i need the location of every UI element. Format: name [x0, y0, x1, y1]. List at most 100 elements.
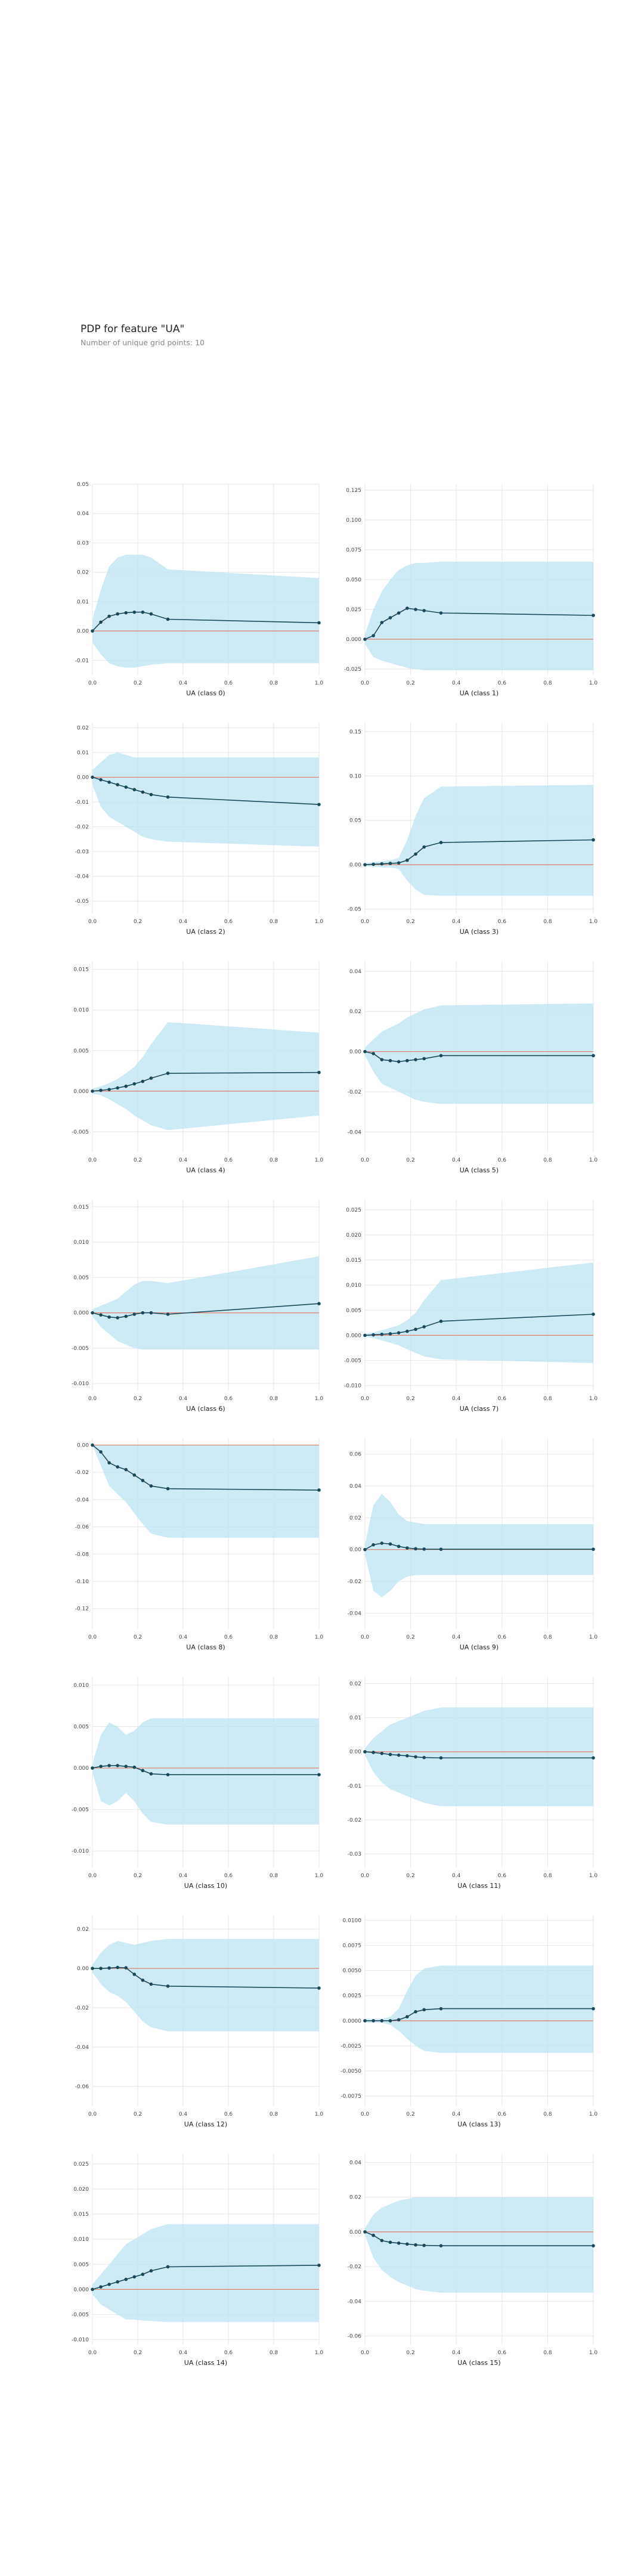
y-tick-label: 0.02	[349, 1515, 361, 1521]
pdp-point	[405, 1754, 409, 1758]
y-tick-label: 0.04	[349, 1484, 361, 1490]
pdp-point	[380, 2019, 384, 2023]
x-axis-label: UA (class 10)	[184, 1882, 227, 1890]
y-tick-label: -0.04	[348, 1611, 362, 1617]
pdp-point	[388, 862, 392, 865]
pdp-point	[116, 2280, 119, 2284]
pdp-point	[132, 1973, 137, 1976]
y-tick-label: -0.05	[75, 899, 89, 905]
pdp-point	[388, 1753, 392, 1757]
pdp-point	[91, 629, 94, 633]
confidence-band	[365, 2197, 593, 2293]
x-axis-label: UA (class 4)	[186, 1166, 225, 1174]
pdp-point	[141, 1979, 145, 1982]
pdp-point	[107, 1315, 111, 1319]
y-tick-label: 0.00	[349, 1547, 361, 1553]
x-tick-label: 0.6	[498, 680, 507, 686]
pdp-point	[363, 2230, 367, 2234]
y-tick-label: 0.15	[349, 729, 361, 735]
x-tick-label: 0.2	[134, 1396, 142, 1402]
pdp-point	[380, 1332, 384, 1336]
y-tick-label: -0.10	[75, 1579, 89, 1585]
x-tick-label: 0.6	[498, 1396, 507, 1402]
pdp-point	[371, 1543, 375, 1547]
x-tick-label: 0.6	[498, 1873, 507, 1879]
pdp-point	[592, 1547, 595, 1551]
pdp-point	[380, 862, 384, 866]
y-tick-label: 0.020	[73, 2187, 89, 2193]
pdp-point	[439, 611, 443, 615]
confidence-band	[365, 1494, 593, 1597]
pdp-point	[380, 1751, 384, 1755]
figure-subtitle: Number of unique grid points: 10	[80, 338, 205, 347]
pdp-subplot-3: -0.05 0.00 0.05 0.10 0.15 0.0 0.2 0.4 0.6 0.8 1.0 U…	[348, 723, 597, 936]
y-tick-label: 0.04	[77, 511, 89, 517]
x-tick-label: 0.8	[543, 2350, 552, 2356]
y-tick-label: 0.015	[73, 1205, 89, 1210]
pdp-point	[132, 1312, 137, 1316]
y-tick-label: 0.025	[346, 1208, 361, 1213]
y-tick-label: 0.02	[349, 1009, 361, 1015]
x-tick-label: 0.0	[88, 1634, 97, 1640]
pdp-subplot-12: -0.06 -0.04 -0.02 0.00 0.02 0.0 0.2 0.4 0.6 0.8 1.…	[75, 1915, 323, 2128]
x-tick-label: 0.4	[452, 680, 461, 686]
y-tick-label: -0.010	[344, 1383, 361, 1389]
pdp-point	[317, 803, 321, 806]
pdp-point	[116, 1965, 119, 1970]
pdp-point	[166, 1984, 170, 1988]
y-tick-label: -0.04	[75, 874, 89, 880]
x-tick-label: 0.6	[224, 919, 233, 925]
x-tick-label: 0.8	[543, 1396, 552, 1402]
pdp-subplot-10: -0.010 -0.005 0.000 0.005 0.010 0.0 0.2 0.4 0.6 0…	[72, 1677, 323, 1890]
confidence-band	[365, 562, 593, 670]
pdp-subplot-13: -0.0075 -0.0050 -0.0025 0.0000 0.0025 0.0050 0…	[340, 1915, 597, 2128]
y-tick-label: 0.000	[346, 637, 361, 643]
x-tick-label: 0.8	[270, 1396, 278, 1402]
x-tick-label: 0.0	[88, 1396, 97, 1402]
pdp-line	[92, 1967, 320, 1989]
y-tick-label: -0.02	[75, 825, 89, 831]
x-tick-label: 0.2	[406, 1157, 414, 1163]
y-tick-label: 0.00	[77, 628, 89, 634]
pdp-point	[422, 609, 426, 612]
x-tick-label: 0.4	[452, 2111, 461, 2117]
x-tick-label: 1.0	[315, 1873, 324, 1879]
x-tick-label: 0.2	[134, 680, 142, 686]
x-tick-label: 0.4	[452, 919, 461, 925]
y-tick-label: 0.01	[349, 1716, 361, 1722]
x-tick-label: 0.8	[543, 680, 552, 686]
x-tick-label: 1.0	[315, 680, 324, 686]
x-tick-label: 0.0	[88, 1873, 97, 1879]
confidence-band	[92, 1718, 319, 1825]
pdp-point	[124, 1966, 128, 1970]
x-axis-label: UA (class 0)	[186, 689, 225, 697]
pdp-point	[124, 785, 128, 789]
confidence-band	[92, 2224, 319, 2323]
y-tick-label: -0.02	[75, 1470, 89, 1476]
x-axis-label: UA (class 6)	[186, 1405, 225, 1413]
x-tick-label: 0.8	[543, 1873, 552, 1879]
x-tick-label: 0.0	[361, 1634, 370, 1640]
x-tick-label: 0.0	[361, 1873, 370, 1879]
pdp-subplot-4: -0.005 0.000 0.005 0.010 0.015 0.0 0.2 0.4 0.6 0.…	[72, 961, 323, 1174]
x-tick-label: 0.6	[224, 680, 233, 686]
pdp-point	[124, 1314, 128, 1318]
y-tick-label: -0.12	[75, 1606, 89, 1612]
pdp-point	[132, 610, 137, 614]
x-tick-label: 0.4	[179, 680, 188, 686]
x-tick-label: 0.0	[88, 680, 97, 686]
y-tick-label: 0.01	[77, 750, 89, 756]
pdp-point	[414, 608, 417, 611]
pdp-point	[388, 1058, 392, 1063]
pdp-subplot-0: -0.01 0.00 0.01 0.02 0.03 0.04 0.05 0.0 0.2 0.4 0.…	[75, 482, 324, 697]
pdp-subplot-9: -0.04 -0.02 0.00 0.02 0.04 0.06 0.0 0.2 0.4 0.6 0.…	[348, 1438, 597, 1651]
pdp-point	[388, 2019, 392, 2023]
x-tick-label: 0.2	[406, 2111, 414, 2117]
x-tick-label: 0.2	[134, 2350, 142, 2356]
y-tick-label: -0.005	[72, 1346, 89, 1352]
x-axis-label: UA (class 9)	[460, 1643, 499, 1651]
y-tick-label: -0.01	[75, 800, 89, 806]
pdp-point	[141, 790, 145, 794]
pdp-line	[364, 1543, 593, 1550]
